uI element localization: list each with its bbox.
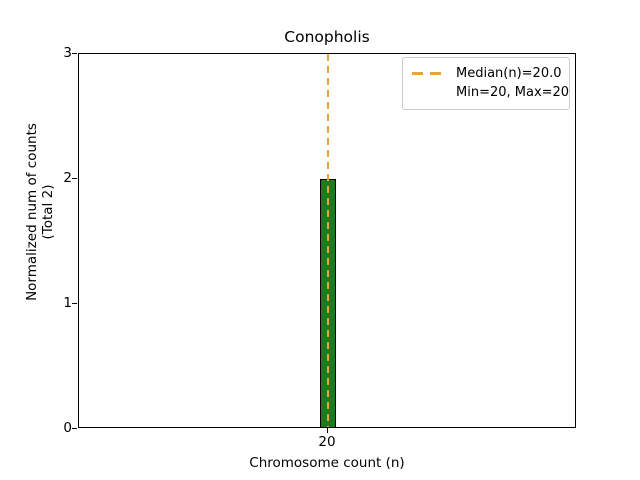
y-axis-label: Normalized num of counts (Total 2) <box>24 92 56 332</box>
legend-entry-median: Median(n)=20.0 <box>411 64 562 83</box>
legend-label-minmax: Min=20, Max=20 <box>456 85 570 100</box>
y-axis-label-line2: (Total 2) <box>40 184 56 240</box>
y-tick-label: 0 <box>63 420 72 436</box>
x-tick-label: 20 <box>318 434 336 450</box>
x-tick-mark <box>327 428 328 433</box>
y-tick-mark <box>72 303 77 304</box>
y-tick-label: 1 <box>63 295 72 311</box>
y-tick-label: 2 <box>63 170 72 186</box>
chart-title: Conopholis <box>284 28 370 46</box>
median-line <box>326 54 330 427</box>
y-tick-label: 3 <box>63 45 72 61</box>
legend-label-median: Median(n)=20.0 <box>456 66 562 81</box>
y-axis-label-line1: Normalized num of counts <box>24 123 40 301</box>
plot-area <box>78 53 576 428</box>
legend-entry-minmax: Min=20, Max=20 <box>411 83 569 102</box>
chart-legend: Median(n)=20.0 Min=20, Max=20 <box>402 57 570 110</box>
y-tick-mark <box>72 53 77 54</box>
dashed-line-icon <box>411 68 447 80</box>
y-tick-mark <box>72 178 77 179</box>
y-axis-ticks: 0 1 2 3 <box>56 0 72 480</box>
y-tick-mark <box>72 428 77 429</box>
x-axis-label: Chromosome count (n) <box>249 455 405 471</box>
